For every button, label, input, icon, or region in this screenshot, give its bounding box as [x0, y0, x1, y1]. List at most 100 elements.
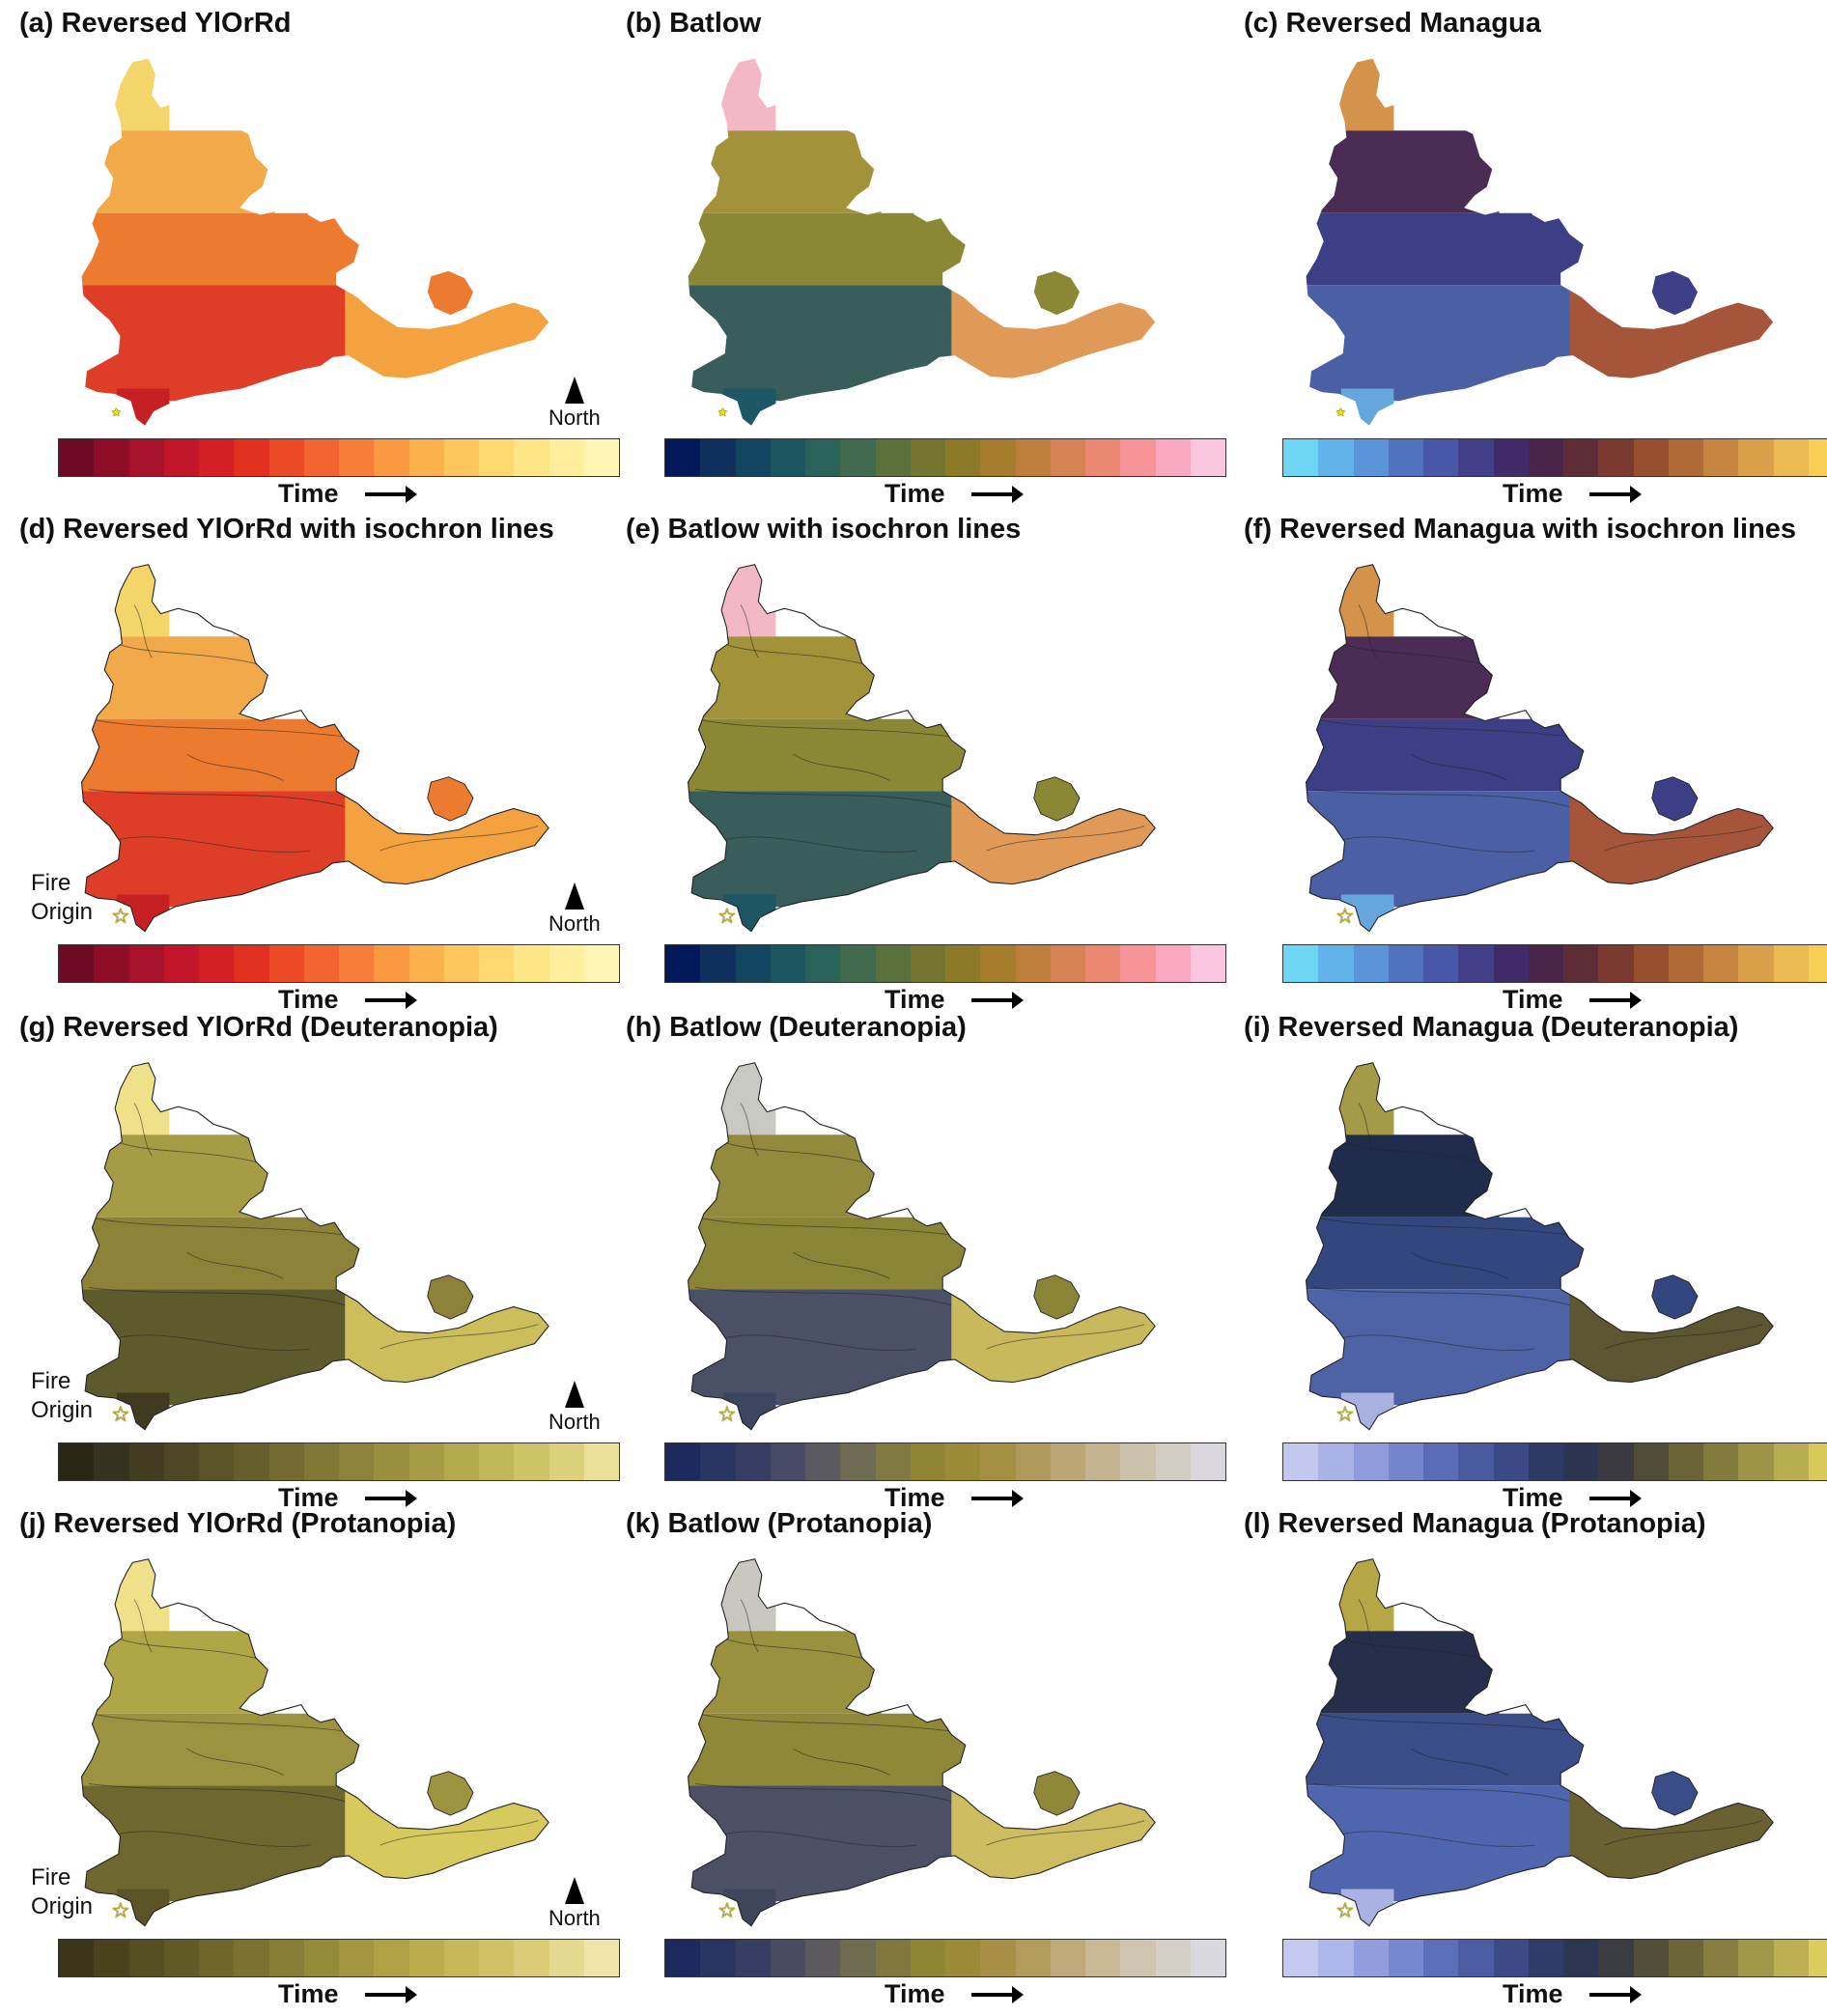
time-arrow-icon	[1589, 486, 1642, 503]
fire-origin-line2: Origin	[31, 899, 94, 925]
colorbar-step	[1808, 439, 1827, 476]
burn-zone	[81, 285, 354, 402]
colorbar-step	[945, 1443, 981, 1480]
fire-perimeter	[1305, 1558, 1774, 1927]
isochron-line	[696, 1217, 952, 1236]
time-label: Time	[1503, 479, 1563, 508]
colorbar-step	[1388, 439, 1423, 476]
colorbar-step	[1015, 1940, 1051, 1976]
time-label: Time	[885, 985, 945, 1014]
isochron-line	[1604, 1324, 1763, 1350]
colorbar-step	[1283, 1443, 1319, 1480]
colorbar-step	[163, 1940, 199, 1976]
fire-progression-map	[80, 1558, 549, 1927]
fire-origin-star-icon: ☆	[717, 1402, 737, 1426]
colorbar-step	[1388, 945, 1423, 982]
colorbar-step	[1120, 945, 1156, 982]
fire-progression-map	[687, 1558, 1156, 1927]
map-panel: (e) Batlow with isochron lines ☆ Time	[626, 514, 1226, 1014]
colorbar-step	[339, 945, 375, 982]
colorbar-step	[408, 439, 444, 476]
burn-zone	[1323, 564, 1394, 637]
map-panel: (j) Reversed YlOrRd (Protanopia) ☆ Fire Ori…	[19, 1508, 620, 2008]
isochron-line	[1314, 1713, 1570, 1732]
colorbar-step	[374, 439, 409, 476]
colorbar-step	[1155, 945, 1191, 982]
isochron-line	[133, 1599, 153, 1653]
burn-zone	[116, 388, 170, 426]
isochron-line	[1332, 1831, 1534, 1847]
colorbar-step	[479, 1443, 515, 1480]
colorbar-step	[1353, 945, 1389, 982]
colorbar-step	[128, 1940, 164, 1976]
colorbar-step	[1528, 439, 1563, 476]
isochron-line	[107, 1831, 310, 1847]
burn-zone	[705, 1062, 776, 1135]
north-arrow: North	[548, 882, 601, 937]
burn-zone	[705, 1558, 776, 1632]
colorbar-step	[1388, 1940, 1423, 1976]
isochron-line	[186, 753, 284, 781]
colorbar-step	[1703, 439, 1739, 476]
isochron-line	[1332, 1634, 1491, 1662]
burn-zone	[81, 212, 374, 286]
time-label: Time	[278, 1979, 339, 2008]
colorbar-step	[303, 439, 339, 476]
colorbar-step	[1120, 1940, 1156, 1976]
fire-progression-map	[687, 564, 1156, 933]
fire-progression-map	[80, 1062, 549, 1431]
colorbar-step	[339, 1940, 375, 1976]
colorbar-step	[1598, 945, 1634, 982]
north-arrow-icon	[564, 1877, 584, 1904]
isochron-line	[379, 1324, 539, 1350]
fire-origin-label: Fire Origin	[31, 869, 93, 927]
spot-fire	[1033, 776, 1081, 822]
isochron-line	[186, 1748, 284, 1776]
burn-zone	[81, 1217, 374, 1290]
burn-zone	[1306, 636, 1500, 719]
colorbar-step	[875, 439, 911, 476]
isochron-line	[90, 1217, 346, 1236]
fire-origin-line2: Origin	[31, 1893, 94, 1919]
colorbar-step	[840, 439, 876, 476]
colorbar-step	[268, 945, 304, 982]
colorbar-step	[1773, 945, 1809, 982]
colorbar-step	[980, 439, 1016, 476]
colorbar-step	[1528, 945, 1563, 982]
colorbar-step	[1190, 1443, 1225, 1480]
isochron-line	[133, 604, 153, 658]
colorbar-step	[1808, 1940, 1827, 1976]
colorbar-step	[1190, 439, 1225, 476]
colorbar-step	[94, 1940, 129, 1976]
colorbar-step	[665, 1940, 701, 1976]
isochron-line	[1312, 789, 1570, 808]
panel-title: (a) Reversed YlOrRd	[19, 8, 292, 39]
isochron-line	[793, 1748, 890, 1776]
colorbar-step	[234, 1940, 269, 1976]
fire-origin-line2: Origin	[31, 1397, 94, 1423]
colorbar-step	[875, 1940, 911, 1976]
colorbar-step	[1458, 1940, 1494, 1976]
fire-progression-map	[81, 58, 549, 426]
colorbar-step	[1190, 1940, 1225, 1976]
isochron-line	[88, 1783, 346, 1803]
colorbar-step	[59, 1443, 95, 1480]
burn-zone	[98, 1558, 170, 1632]
time-arrow-icon	[971, 992, 1024, 1009]
colorbar-step	[1318, 1443, 1354, 1480]
colorbar-step	[94, 945, 129, 982]
colorbar-step	[548, 1443, 584, 1480]
spot-fire	[427, 270, 473, 316]
colorbar-step	[1738, 1940, 1774, 1976]
colorbar-step	[1423, 1443, 1459, 1480]
colorbar-step	[1773, 1443, 1809, 1480]
isochron-line	[694, 1287, 952, 1306]
colorbar-step	[1120, 439, 1156, 476]
isochron-line	[793, 753, 890, 781]
fire-origin-label: Fire Origin	[31, 1367, 93, 1425]
isochron-line	[986, 1820, 1145, 1846]
colorbar-step	[1703, 1443, 1739, 1480]
colorbar-step	[945, 439, 981, 476]
colorbar-step	[875, 945, 911, 982]
colorbar-step	[1155, 1443, 1191, 1480]
